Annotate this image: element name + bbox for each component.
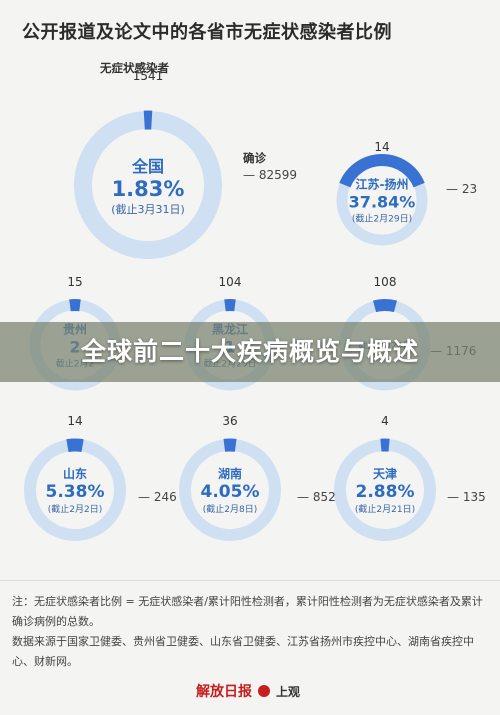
footnote-sources: 数据来源于国家卫健委、贵州省卫健委、山东省卫健委、江苏省扬州市疾控中心、湖南省疾… [12, 635, 474, 668]
region-name: 湖南 [217, 467, 242, 481]
donut-asymptomatic-segment [66, 438, 84, 453]
logo-brand-b: 上观 [276, 684, 301, 699]
region-date: (截止2月29日) [351, 214, 413, 225]
confirmed-header: 确诊 [243, 151, 266, 165]
confirmed-count: — 852 [297, 490, 336, 504]
chart-title: 公开报道及论文中的各省市无症状感染者比例 [22, 22, 392, 43]
asymptomatic-count: 14 [374, 140, 390, 154]
region-name: 全国 [131, 157, 164, 176]
donut-center-label: 天津 2.88% (截止2月21日) [335, 465, 435, 515]
donut-center-label: 山东 5.38% (截止2月2日) [25, 465, 125, 515]
logo-dot-icon [258, 685, 270, 697]
publisher-logo: 解放日报 上观 [196, 680, 300, 702]
asymptomatic-count: 4 [381, 414, 389, 428]
logo-brand-a: 解放日报 [196, 684, 252, 700]
divider [0, 580, 500, 581]
region-date: (截止2月2日) [47, 505, 103, 515]
asymptomatic-count: 108 [373, 275, 397, 289]
region-percentage: 37.84% [348, 192, 416, 212]
overlay-caption: 全球前二十大疾病概览与概述 [80, 337, 419, 366]
region-percentage: 2.88% [355, 482, 415, 502]
confirmed-count: — 82599 [243, 168, 297, 182]
region-date: (截止3月31日) [111, 203, 185, 216]
region-name: 山东 [62, 467, 87, 481]
overlay-band [0, 322, 500, 382]
region-percentage: 4.05% [200, 482, 260, 502]
asymptomatic-count: 15 [67, 275, 83, 289]
region-date: (截止2月21日) [354, 505, 416, 515]
donut-center-label: 全国 1.83% (截止3月31日) [98, 153, 198, 217]
footnote-definition: 注：无症状感染者比例 = 无症状感染者/累计阳性检测者，累计阳性检测者为无症状感… [12, 595, 483, 628]
region-name: 江苏-扬州 [355, 177, 409, 192]
asymptomatic-count: 14 [67, 414, 83, 428]
asymptomatic-header: 无症状感染者 [100, 61, 169, 75]
asymptomatic-count: 36 [222, 414, 238, 428]
donut-center-label: 湖南 4.05% (截止2月8日) [180, 465, 280, 515]
confirmed-count: — 135 [447, 490, 486, 504]
donut-asymptomatic-segment [372, 299, 398, 313]
region-percentage: 1.83% [111, 177, 185, 201]
confirmed-count: — 23 [446, 182, 478, 196]
donut-center-label: 江苏-扬州 37.84% (截止2月29日) [332, 176, 432, 225]
donut-asymptomatic-segment [339, 154, 425, 188]
region-date: (截止2月8日) [202, 505, 258, 515]
asymptomatic-count: 1541 [132, 69, 164, 83]
region-name: 天津 [372, 467, 397, 481]
asymptomatic-count: 104 [218, 275, 242, 289]
confirmed-count: — 246 [138, 490, 177, 504]
region-percentage: 5.38% [45, 482, 105, 502]
footnote: 注：无症状感染者比例 = 无症状感染者/累计阳性检测者，累计阳性检测者为无症状感… [12, 592, 490, 672]
